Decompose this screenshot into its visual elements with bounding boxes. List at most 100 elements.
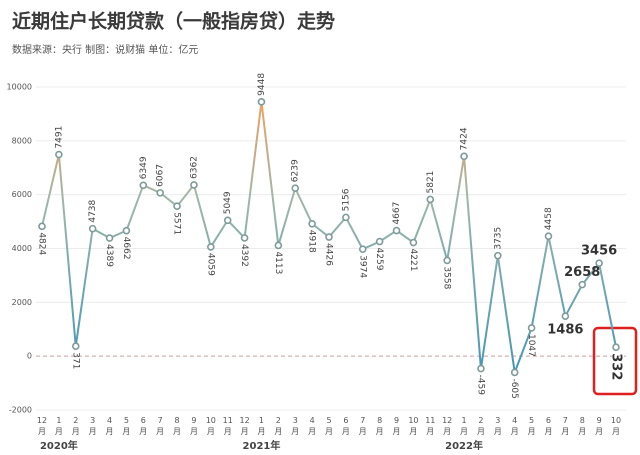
data-point (122, 226, 131, 235)
y-tick-label: 0 (27, 352, 32, 361)
data-label: 3974 (357, 255, 367, 278)
x-tick-part: 8 (175, 416, 180, 425)
data-point (612, 343, 620, 352)
x-tick-part: 8 (377, 416, 382, 425)
data-point (510, 368, 519, 377)
data-point (325, 233, 333, 241)
data-point (578, 280, 587, 289)
x-tick-part: 5 (124, 416, 129, 425)
x-tick-part: 4 (512, 416, 517, 425)
x-tick-part: 月 (55, 427, 63, 436)
data-label: 7491 (54, 126, 64, 149)
x-tick-part: 7 (563, 416, 568, 425)
x-tick-part: 10 (611, 416, 621, 425)
x-tick-label: 10 月 (408, 416, 418, 436)
x-tick-label: 12 月 (442, 416, 452, 436)
year-label: 2020年 (40, 439, 78, 452)
x-tick-part: 11 (425, 416, 435, 425)
x-tick-part: 月 (325, 427, 333, 436)
x-tick-part: 月 (561, 427, 569, 436)
x-tick-part: 7 (158, 416, 163, 425)
x-tick-part: 10 (408, 416, 418, 425)
x-tick-part: 月 (578, 427, 586, 436)
data-label: 4259 (374, 248, 384, 271)
y-tick-label: 2000 (12, 298, 32, 307)
data-point (342, 213, 350, 222)
data-point (409, 238, 418, 247)
data-label: 5571 (172, 212, 182, 235)
x-tick-part: 2 (276, 416, 281, 425)
x-tick-part: 月 (241, 427, 249, 436)
data-point (223, 216, 232, 225)
x-tick-part: 月 (274, 427, 282, 436)
x-tick-part: 月 (477, 427, 485, 436)
data-label: 5821 (426, 171, 436, 194)
x-tick-part: 月 (156, 427, 164, 436)
x-tick-part: 月 (139, 427, 147, 436)
data-label: 4918 (307, 230, 317, 253)
x-tick-part: 月 (72, 427, 80, 436)
x-tick-part: 7 (360, 416, 365, 425)
y-tick-label: -2000 (9, 406, 32, 415)
data-point (561, 312, 570, 320)
data-point (443, 256, 451, 265)
x-tick-part: 4 (310, 416, 315, 425)
x-tick-part: 月 (612, 427, 620, 436)
data-label: 6239 (291, 159, 301, 182)
x-tick-part: 月 (173, 427, 181, 436)
year-label: 2021年 (243, 439, 281, 452)
x-tick-part: 12 (37, 416, 47, 425)
x-tick-part: 12 (239, 416, 249, 425)
data-label: -459 (475, 375, 485, 396)
data-label: 4458 (544, 207, 554, 230)
data-label: 6362 (189, 156, 199, 179)
x-tick-part: 4 (107, 416, 112, 425)
data-label: 9448 (257, 73, 267, 96)
data-label: 332 (609, 353, 624, 380)
data-label: 3558 (442, 266, 452, 289)
data-label: 4662 (121, 237, 131, 260)
x-tick-part: 月 (409, 427, 417, 436)
data-point (55, 150, 63, 159)
x-tick-part: 5 (326, 416, 331, 425)
data-label: 5049 (223, 191, 233, 214)
x-tick-label: 11 月 (223, 416, 233, 436)
x-tick-label: 10 月 (611, 416, 621, 436)
x-tick-part: 11 (223, 416, 233, 425)
year-label: 2022年 (445, 439, 483, 452)
x-tick-part: 月 (342, 427, 350, 436)
data-point (257, 98, 266, 106)
x-tick-part: 8 (580, 416, 585, 425)
data-point (477, 364, 485, 373)
data-label: 6349 (139, 156, 149, 179)
x-tick-part: 月 (595, 427, 603, 436)
data-label: 1486 (547, 323, 583, 338)
x-tick-part: 9 (394, 416, 399, 425)
data-label: 3735 (493, 227, 503, 250)
data-point (527, 324, 536, 332)
data-label: 6067 (156, 164, 166, 187)
data-label: 4426 (324, 243, 334, 266)
chart-subtitle: 数据来源：央行 制图：说财猫 单位：亿元 (12, 43, 198, 56)
x-tick-part: 3 (495, 416, 500, 425)
data-label: 1047 (526, 334, 536, 357)
data-label: 2658 (564, 265, 600, 280)
x-tick-part: 月 (291, 427, 299, 436)
data-label: 4824 (37, 232, 47, 255)
x-tick-part: 6 (546, 416, 551, 425)
data-point (358, 245, 367, 253)
data-point (274, 241, 283, 250)
data-point (291, 184, 300, 193)
